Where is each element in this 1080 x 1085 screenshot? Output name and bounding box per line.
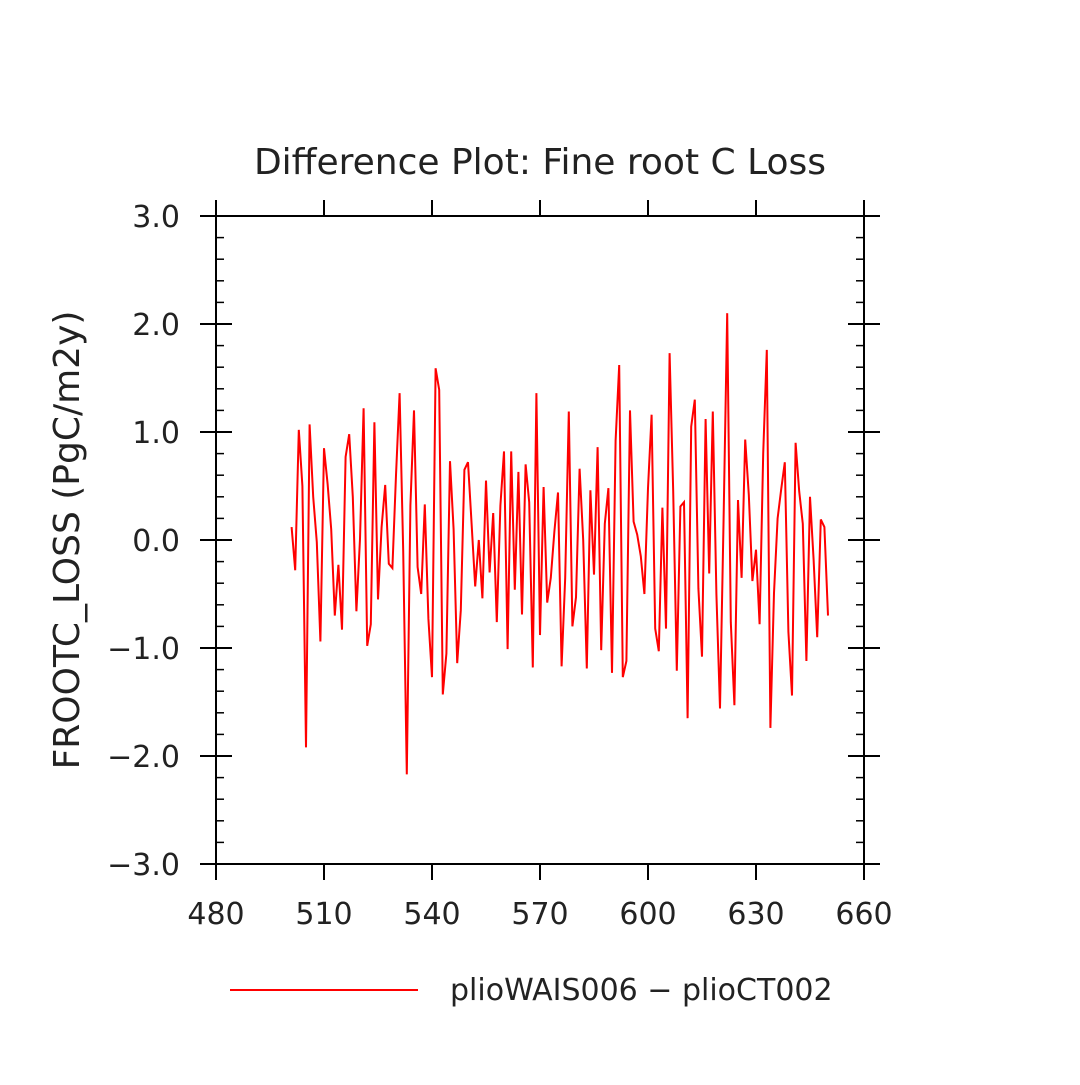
y-tick-label: −1.0 bbox=[107, 632, 180, 667]
y-tick-label: 1.0 bbox=[132, 416, 180, 451]
y-tick-label: −3.0 bbox=[107, 848, 180, 883]
chart-title: Difference Plot: Fine root C Loss bbox=[254, 142, 826, 183]
y-tick-label: 2.0 bbox=[132, 308, 180, 343]
x-tick-label: 630 bbox=[727, 897, 784, 932]
x-tick-label: 540 bbox=[403, 897, 460, 932]
axis-ticks bbox=[200, 200, 880, 880]
series-layer bbox=[290, 313, 829, 775]
x-tick-label: 660 bbox=[835, 897, 892, 932]
y-tick-label: 0.0 bbox=[132, 524, 180, 559]
x-tick-label: 480 bbox=[187, 897, 244, 932]
x-tick-label: 570 bbox=[511, 897, 568, 932]
series-line bbox=[290, 313, 829, 775]
legend-series-label: plioWAIS006 − plioCT002 bbox=[450, 973, 833, 1008]
x-tick-label: 600 bbox=[619, 897, 676, 932]
y-tick-label: −2.0 bbox=[107, 740, 180, 775]
legend: plioWAIS006 − plioCT002 bbox=[230, 973, 833, 1008]
y-axis-label: FROOTC_LOSS (PgC/m2y) bbox=[47, 311, 88, 770]
x-tick-label: 510 bbox=[295, 897, 352, 932]
y-tick-label: 3.0 bbox=[132, 200, 180, 235]
axis-tick-labels: 480 510 540 570 600 630 660 −3.0 −2.0 −1.0 0.0 1.0 2… bbox=[107, 200, 892, 932]
plot-frame bbox=[215, 215, 865, 865]
